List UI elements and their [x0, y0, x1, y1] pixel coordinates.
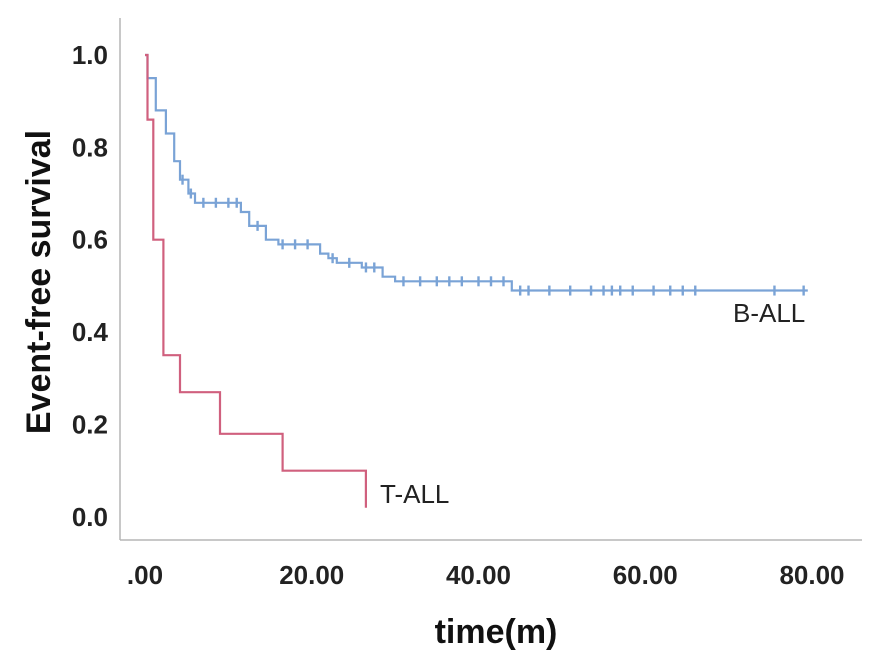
x-axis-title: time(m) [435, 613, 558, 651]
y-axis-title: Event-free survival [20, 130, 58, 434]
y-tick-label: 1.0 [72, 40, 108, 70]
x-tick-label: 40.00 [446, 560, 511, 590]
y-tick-labels: 0.0 0.2 0.4 0.6 0.8 1.0 [72, 40, 109, 532]
x-tick-label: .00 [127, 560, 163, 590]
y-tick-label: 0.2 [72, 410, 108, 440]
survival-curve-t-all [145, 53, 367, 508]
x-tick-labels: .00 20.00 40.00 60.00 80.00 [127, 560, 845, 590]
series-label-b-all: B-ALL [733, 298, 805, 328]
y-tick-label: 0.0 [72, 502, 108, 532]
x-tick-label: 60.00 [613, 560, 678, 590]
y-tick-label: 0.6 [72, 225, 108, 255]
series-layer [145, 53, 808, 508]
x-tick-label: 80.00 [779, 560, 844, 590]
survival-curve-b-all [145, 53, 808, 292]
series-label-t-all: T-ALL [380, 479, 449, 509]
y-tick-label: 0.8 [72, 132, 108, 162]
x-tick-label: 20.00 [279, 560, 344, 590]
y-tick-label: 0.4 [72, 317, 109, 347]
axes [119, 18, 862, 541]
